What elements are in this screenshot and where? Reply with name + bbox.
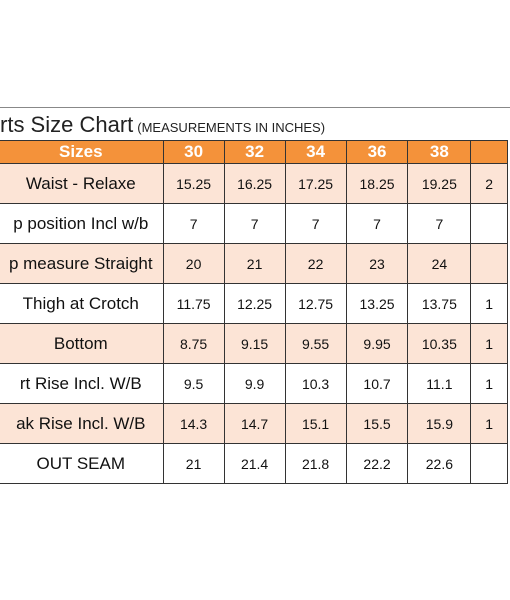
measure-row: OUT SEAM 21 21.4 21.8 22.2 22.6: [0, 443, 508, 484]
value-cell: 22.6: [407, 443, 472, 484]
size-header: 32: [223, 140, 286, 164]
value-cell: 9.15: [223, 323, 286, 364]
value-cell: 7: [223, 203, 286, 244]
size-header: 36: [345, 140, 409, 164]
value-cell: [470, 203, 508, 244]
size-header: 30: [162, 140, 225, 164]
size-header: 34: [284, 140, 347, 164]
value-cell: 7: [407, 203, 472, 244]
measure-label: OUT SEAM: [0, 443, 164, 484]
value-cell: 14.7: [223, 403, 286, 444]
measure-row: ak Rise Incl. W/B 14.3 14.7 15.1 15.5 15.9 1: [0, 403, 508, 444]
value-cell: 1: [470, 283, 508, 324]
title: rts Size Chart: [0, 112, 134, 137]
measure-label: Thigh at Crotch: [0, 283, 164, 324]
value-cell: 18.25: [345, 163, 409, 204]
value-cell: 16.25: [223, 163, 286, 204]
value-cell: 15.9: [407, 403, 472, 444]
value-cell: 10.7: [345, 363, 409, 404]
subtitle: (MEASUREMENTS IN INCHES): [137, 120, 326, 135]
value-cell: 7: [345, 203, 409, 244]
value-cell: 15.5: [345, 403, 409, 444]
title-block: rts Size Chart (MEASUREMENTS IN INCHES): [0, 112, 325, 138]
value-cell: 10.35: [407, 323, 472, 364]
value-cell: 15.1: [284, 403, 347, 444]
measure-label: p measure Straight: [0, 243, 164, 284]
measure-row: rt Rise Incl. W/B 9.5 9.9 10.3 10.7 11.1 1: [0, 363, 508, 404]
value-cell: 23: [345, 243, 409, 284]
value-cell: 13.25: [345, 283, 409, 324]
value-cell: 10.3: [284, 363, 347, 404]
value-cell: 11.75: [162, 283, 225, 324]
value-cell: 22.2: [345, 443, 409, 484]
value-cell: 21: [162, 443, 225, 484]
value-cell: [470, 243, 508, 284]
value-cell: 2: [470, 163, 508, 204]
value-cell: 1: [470, 363, 508, 404]
size-header: [470, 140, 508, 164]
measure-label: Waist - Relaxe: [0, 163, 164, 204]
header-row: Sizes 30 32 34 36 38: [0, 140, 508, 164]
value-cell: 7: [284, 203, 347, 244]
value-cell: 12.25: [223, 283, 286, 324]
value-cell: 24: [407, 243, 472, 284]
value-cell: 9.9: [223, 363, 286, 404]
value-cell: 9.95: [345, 323, 409, 364]
value-cell: 22: [284, 243, 347, 284]
corner-header: Sizes: [0, 140, 164, 164]
value-cell: 11.1: [407, 363, 472, 404]
value-cell: 8.75: [162, 323, 225, 364]
value-cell: [470, 443, 508, 484]
value-cell: 15.25: [162, 163, 225, 204]
value-cell: 9.55: [284, 323, 347, 364]
value-cell: 13.75: [407, 283, 472, 324]
value-cell: 9.5: [162, 363, 225, 404]
value-cell: 21: [223, 243, 286, 284]
value-cell: 1: [470, 323, 508, 364]
measure-label: p position Incl w/b: [0, 203, 164, 244]
value-cell: 7: [162, 203, 225, 244]
value-cell: 14.3: [162, 403, 225, 444]
measure-row: p position Incl w/b 7 7 7 7 7: [0, 203, 508, 244]
value-cell: 19.25: [407, 163, 472, 204]
value-cell: 21.8: [284, 443, 347, 484]
value-cell: 21.4: [223, 443, 286, 484]
measure-row: Thigh at Crotch 11.75 12.25 12.75 13.25 13.75…: [0, 283, 508, 324]
measure-label: ak Rise Incl. W/B: [0, 403, 164, 444]
measure-row: Bottom 8.75 9.15 9.55 9.95 10.35 1: [0, 323, 508, 364]
measure-label: Bottom: [0, 323, 164, 364]
value-cell: 12.75: [284, 283, 347, 324]
value-cell: 20: [162, 243, 225, 284]
size-header: 38: [407, 140, 472, 164]
value-cell: 1: [470, 403, 508, 444]
divider: [0, 107, 510, 108]
measure-label: rt Rise Incl. W/B: [0, 363, 164, 404]
measure-row: Waist - Relaxe 15.25 16.25 17.25 18.25 19.25 2: [0, 163, 508, 204]
measure-row: p measure Straight 20 21 22 23 24: [0, 243, 508, 284]
size-table: Sizes 30 32 34 36 38 Waist - Relaxe 15.25 16.25 1…: [0, 140, 508, 484]
value-cell: 17.25: [284, 163, 347, 204]
